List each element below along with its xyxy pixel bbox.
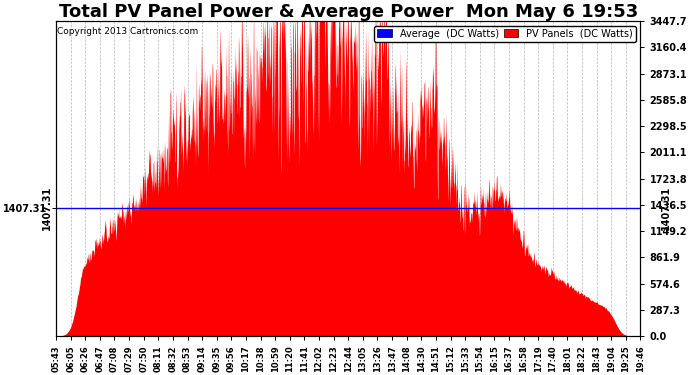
Title: Total PV Panel Power & Average Power  Mon May 6 19:53: Total PV Panel Power & Average Power Mon… [59,3,638,21]
Text: 1407.31: 1407.31 [660,186,671,230]
Text: 1407.31: 1407.31 [42,186,52,230]
Text: Copyright 2013 Cartronics.com: Copyright 2013 Cartronics.com [57,27,198,36]
Legend: Average  (DC Watts), PV Panels  (DC Watts): Average (DC Watts), PV Panels (DC Watts) [374,26,635,42]
